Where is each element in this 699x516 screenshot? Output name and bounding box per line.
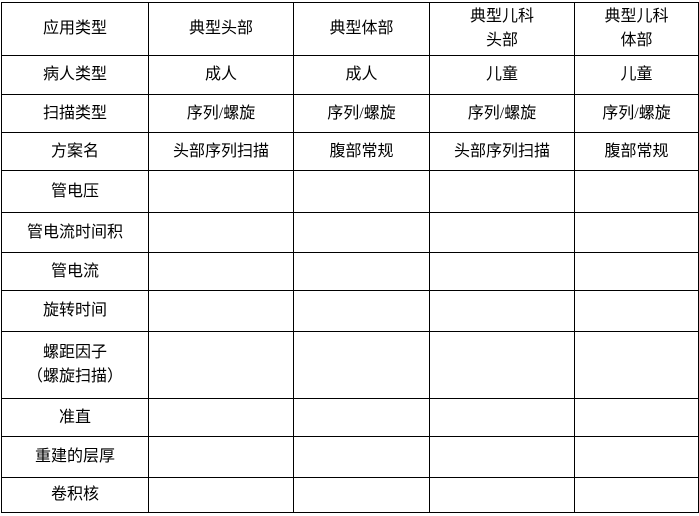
table-cell: 成人: [293, 55, 430, 95]
table-cell: [148, 290, 294, 332]
table-row: 扫描类型 序列/螺旋 序列/螺旋 序列/螺旋 序列/螺旋: [1, 94, 699, 133]
table-cell: [429, 252, 575, 291]
table-cell: [293, 212, 430, 253]
table-cell: [293, 436, 430, 478]
table-cell: 成人: [148, 55, 294, 95]
table-cell: 腹部常规: [293, 132, 430, 171]
table-cell: 序列/螺旋: [429, 94, 575, 133]
table-row: 旋转时间: [1, 290, 699, 332]
row-header-cell: 方案名: [1, 132, 149, 171]
table-cell: [293, 170, 430, 213]
table-cell: [429, 290, 575, 332]
table-cell: [429, 477, 575, 513]
table-cell: 腹部常规: [574, 132, 699, 171]
table-cell: [148, 252, 294, 291]
table-cell: [293, 477, 430, 513]
table-row: 卷积核: [1, 477, 699, 513]
table-cell: [293, 252, 430, 291]
table-cell: [429, 331, 575, 399]
table-cell: [574, 477, 699, 513]
row-header-cell: 旋转时间: [1, 290, 149, 332]
row-header-cell: 扫描类型: [1, 94, 149, 133]
column-header-cell: 典型儿科 头部: [429, 2, 575, 56]
table-cell: [574, 398, 699, 437]
table-cell: 序列/螺旋: [293, 94, 430, 133]
row-header-cell: 病人类型: [1, 55, 149, 95]
table-cell: [429, 436, 575, 478]
table-cell: [148, 398, 294, 437]
table-cell: 头部序列扫描: [429, 132, 575, 171]
row-header-cell: 卷积核: [1, 477, 149, 513]
table-cell: [574, 290, 699, 332]
table-cell: [148, 436, 294, 478]
table-cell: 序列/螺旋: [148, 94, 294, 133]
table-cell: [429, 170, 575, 213]
row-header-cell: 螺距因子 （螺旋扫描）: [1, 331, 149, 399]
table-cell: 头部序列扫描: [148, 132, 294, 171]
table-cell: [148, 477, 294, 513]
table-cell: [148, 170, 294, 213]
table-cell: [148, 331, 294, 399]
table-header-row: 应用类型 典型头部 典型体部 典型儿科 头部 典型儿科 体部: [1, 2, 699, 56]
table-cell: [574, 170, 699, 213]
row-header-cell: 管电压: [1, 170, 149, 213]
table-cell: 儿童: [574, 55, 699, 95]
table-cell: [574, 252, 699, 291]
column-header-cell: 典型头部: [148, 2, 294, 56]
table-cell: [293, 398, 430, 437]
column-header-cell: 典型儿科 体部: [574, 2, 699, 56]
table-row: 螺距因子 （螺旋扫描）: [1, 331, 699, 399]
table-cell: 序列/螺旋: [574, 94, 699, 133]
table-row: 准直: [1, 398, 699, 437]
table-cell: [574, 331, 699, 399]
table-row: 重建的层厚: [1, 436, 699, 478]
row-header-cell: 准直: [1, 398, 149, 437]
table-row: 管电流: [1, 252, 699, 291]
table-cell: [574, 436, 699, 478]
table-row: 方案名 头部序列扫描 腹部常规 头部序列扫描 腹部常规: [1, 132, 699, 171]
row-header-cell: 管电流时间积: [1, 212, 149, 253]
table-row: 管电流时间积: [1, 212, 699, 253]
table-row: 病人类型 成人 成人 儿童 儿童: [1, 55, 699, 95]
table-cell: [293, 331, 430, 399]
table-cell: [429, 398, 575, 437]
table-cell: [293, 290, 430, 332]
column-header-cell: 典型体部: [293, 2, 430, 56]
row-header-cell: 重建的层厚: [1, 436, 149, 478]
table-cell: 儿童: [429, 55, 575, 95]
column-header-cell: 应用类型: [1, 2, 149, 56]
table-cell: [429, 212, 575, 253]
table-row: 管电压: [1, 170, 699, 213]
table-cell: [148, 212, 294, 253]
row-header-cell: 管电流: [1, 252, 149, 291]
table-cell: [574, 212, 699, 253]
